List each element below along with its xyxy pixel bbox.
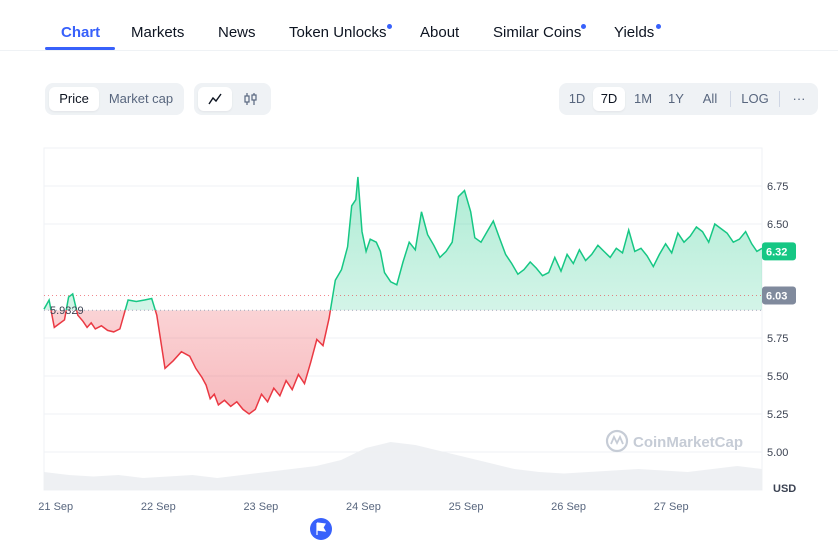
active-tab-underline: [45, 47, 115, 50]
line-chart-icon: [208, 93, 222, 105]
divider: [779, 91, 780, 107]
price-button[interactable]: Price: [49, 87, 99, 111]
baseline-label: 5.9329: [50, 305, 84, 317]
price-line-up: [43, 176, 763, 311]
price-marketcap-toggle: Price Market cap: [45, 83, 184, 115]
tab-news[interactable]: News: [218, 24, 256, 41]
tab-similar-coins[interactable]: Similar Coins: [493, 24, 582, 41]
notification-dot: [656, 24, 661, 29]
x-tick-label: 22 Sep: [141, 501, 176, 513]
x-tick-label: 24 Sep: [346, 501, 381, 513]
chart-type-toggle: [194, 83, 271, 115]
marketcap-button[interactable]: Market cap: [108, 91, 174, 106]
tab-token-unlocks[interactable]: Token Unlocks: [289, 24, 387, 41]
y-tick-label: 5.50: [767, 371, 788, 383]
y-tick-label: 5.00: [767, 447, 788, 459]
coinmarketcap-logo: CoinMarketCap: [605, 429, 743, 453]
reference-price-badge: 6.03: [762, 286, 796, 305]
divider: [730, 91, 731, 107]
tab-about[interactable]: About: [420, 24, 460, 41]
current-price-badge: 6.32: [762, 242, 796, 261]
tab-chart[interactable]: Chart: [61, 24, 101, 41]
x-tick-label: 27 Sep: [654, 501, 689, 513]
x-tick-label: 21 Sep: [38, 501, 73, 513]
range-1m[interactable]: 1M: [633, 91, 653, 106]
watermark-text: CoinMarketCap: [633, 434, 743, 451]
range-1y[interactable]: 1Y: [668, 91, 684, 106]
tab-markets[interactable]: Markets: [131, 24, 185, 41]
y-tick-label: 5.25: [767, 409, 788, 421]
line-chart-button[interactable]: [198, 87, 232, 111]
grid-lines: [44, 185, 762, 453]
y-tick-label: 6.50: [767, 219, 788, 231]
y-tick-label: 6.75: [767, 181, 788, 193]
x-tick-label: 23 Sep: [243, 501, 278, 513]
current-price-label: 6.32: [766, 246, 787, 258]
price-line-down: [50, 310, 332, 415]
more-options-button[interactable]: ···: [792, 91, 806, 106]
reference-price-label: 6.03: [766, 290, 787, 302]
price-area-down: [44, 310, 762, 414]
notification-dot: [581, 24, 586, 29]
x-tick-label: 25 Sep: [449, 501, 484, 513]
x-axis: 21 Sep 22 Sep 23 Sep 24 Sep 25 Sep 26 Sep 27 S…: [38, 501, 688, 513]
price-area-up: [44, 176, 762, 311]
event-flag-marker[interactable]: [310, 518, 332, 540]
tab-bar: Chart Markets News Token Unlocks About S…: [0, 0, 838, 51]
currency-label: USD: [773, 483, 796, 495]
candlestick-icon: [244, 93, 257, 105]
range-7d[interactable]: 7D: [593, 87, 625, 111]
x-tick-label: 26 Sep: [551, 501, 586, 513]
candlestick-button[interactable]: [234, 87, 268, 111]
range-selector: 1D 7D 1M 1Y All LOG ···: [559, 83, 818, 115]
range-1d[interactable]: 1D: [568, 91, 586, 106]
range-all[interactable]: All: [702, 91, 718, 106]
y-axis: 5.00 5.25 5.50 5.75 6.50 6.75: [767, 181, 788, 459]
notification-dot: [387, 24, 392, 29]
log-button[interactable]: LOG: [741, 91, 769, 106]
flag-icon: [316, 522, 327, 535]
volume-area: [44, 442, 762, 490]
y-tick-label: 5.75: [767, 333, 788, 345]
tab-yields[interactable]: Yields: [614, 24, 655, 41]
